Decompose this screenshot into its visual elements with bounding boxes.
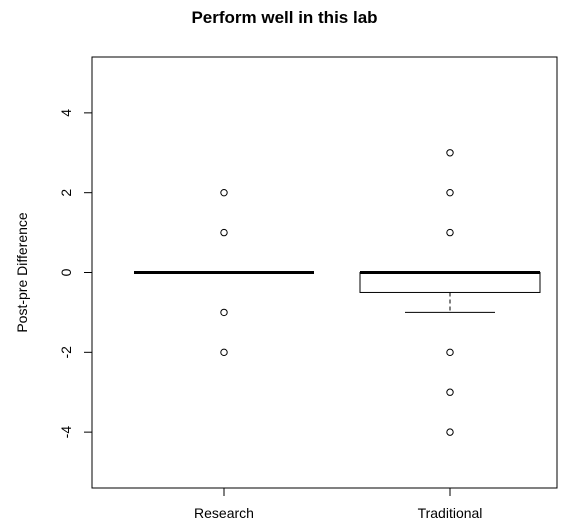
outlier-point <box>220 308 228 317</box>
outlier-point <box>220 228 228 237</box>
outlier-point <box>446 188 454 197</box>
outlier-point <box>446 228 454 237</box>
y-tick-label: -2 <box>58 346 74 359</box>
outlier-point <box>220 188 228 197</box>
y-tick-label: 2 <box>58 189 74 197</box>
x-tick-label: Research <box>194 505 254 521</box>
y-tick-label: 4 <box>58 109 74 117</box>
y-tick-label: -4 <box>58 426 74 439</box>
outlier-point <box>220 348 228 357</box>
y-axis-title: Post-pre Difference <box>14 212 30 333</box>
box-body <box>359 272 541 293</box>
outlier-point <box>446 348 454 357</box>
chart-title: Perform well in this lab <box>191 8 378 27</box>
x-tick-label: Traditional <box>418 505 483 521</box>
outlier-point <box>446 388 454 396</box>
outlier-point <box>446 428 454 436</box>
outlier-point <box>446 149 454 157</box>
y-tick-label: 0 <box>58 268 74 276</box>
